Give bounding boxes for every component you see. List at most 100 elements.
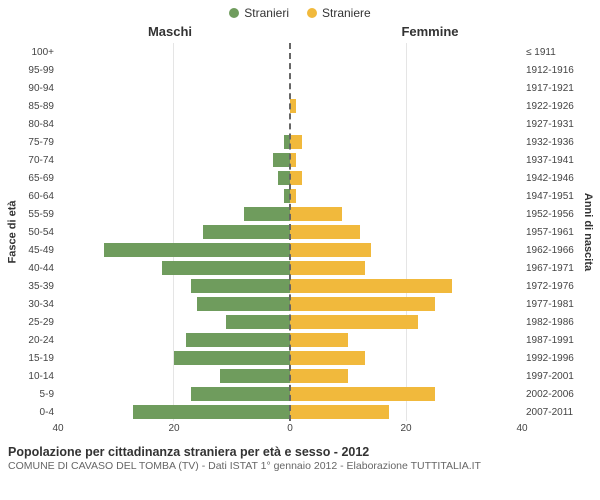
age-label: 40-44 xyxy=(20,259,54,277)
column-headers: Maschi Femmine xyxy=(0,22,600,43)
birth-label: 2007-2011 xyxy=(526,403,580,421)
age-label: 50-54 xyxy=(20,223,54,241)
female-bar xyxy=(290,297,435,311)
y-left-labels: 100+95-9990-9485-8980-8475-7970-7465-696… xyxy=(20,43,58,421)
legend-label-female: Straniere xyxy=(322,6,371,20)
y-right-axis-title: Anni di nascita xyxy=(580,43,596,421)
age-label: 70-74 xyxy=(20,151,54,169)
birth-label: 1962-1966 xyxy=(526,241,580,259)
age-label: 5-9 xyxy=(20,385,54,403)
bar-row xyxy=(290,187,522,205)
male-bar xyxy=(104,243,290,257)
age-label: 45-49 xyxy=(20,241,54,259)
female-side xyxy=(290,43,522,421)
bar-row xyxy=(58,349,290,367)
bar-row xyxy=(290,205,522,223)
legend-female: Straniere xyxy=(307,6,371,20)
legend-male: Stranieri xyxy=(229,6,289,20)
bar-row xyxy=(58,43,290,61)
birth-label: 1957-1961 xyxy=(526,223,580,241)
age-label: 0-4 xyxy=(20,403,54,421)
female-bar xyxy=(290,351,365,365)
bar-row xyxy=(58,313,290,331)
bar-row xyxy=(58,205,290,223)
bar-row xyxy=(290,43,522,61)
age-label: 20-24 xyxy=(20,331,54,349)
birth-label: 1912-1916 xyxy=(526,61,580,79)
female-bar xyxy=(290,225,360,239)
chart-subtitle: COMUNE DI CAVASO DEL TOMBA (TV) - Dati I… xyxy=(8,460,592,472)
age-label: 95-99 xyxy=(20,61,54,79)
bar-row xyxy=(290,241,522,259)
age-label: 15-19 xyxy=(20,349,54,367)
bar-row xyxy=(290,79,522,97)
bar-row xyxy=(290,259,522,277)
female-bar xyxy=(290,369,348,383)
female-bar xyxy=(290,333,348,347)
birth-label: 1982-1986 xyxy=(526,313,580,331)
legend-label-male: Stranieri xyxy=(244,6,289,20)
birth-label: 1967-1971 xyxy=(526,259,580,277)
birth-label: 1942-1946 xyxy=(526,169,580,187)
y-left-axis-title: Fasce di età xyxy=(4,43,20,421)
header-female: Femmine xyxy=(300,24,560,39)
bar-row xyxy=(290,385,522,403)
birth-label: 1972-1976 xyxy=(526,277,580,295)
birth-label: 1952-1956 xyxy=(526,205,580,223)
bar-row xyxy=(58,385,290,403)
bar-row xyxy=(58,241,290,259)
female-bar xyxy=(290,387,435,401)
age-label: 80-84 xyxy=(20,115,54,133)
age-label: 65-69 xyxy=(20,169,54,187)
female-bar xyxy=(290,315,418,329)
female-bar xyxy=(290,243,371,257)
male-bar xyxy=(197,297,290,311)
age-label: 75-79 xyxy=(20,133,54,151)
x-tick: 40 xyxy=(52,423,63,434)
female-bar xyxy=(290,171,302,185)
legend: Stranieri Straniere xyxy=(0,0,600,22)
x-tick: 20 xyxy=(400,423,411,434)
male-bar xyxy=(244,207,290,221)
male-bar xyxy=(162,261,290,275)
footer: Popolazione per cittadinanza straniera p… xyxy=(0,437,600,472)
age-label: 55-59 xyxy=(20,205,54,223)
female-bar xyxy=(290,261,365,275)
birth-label: ≤ 1911 xyxy=(526,43,580,61)
bar-row xyxy=(290,403,522,421)
age-label: 35-39 xyxy=(20,277,54,295)
birth-label: 1922-1926 xyxy=(526,97,580,115)
bar-row xyxy=(58,169,290,187)
age-label: 30-34 xyxy=(20,295,54,313)
header-male: Maschi xyxy=(40,24,300,39)
male-bar xyxy=(203,225,290,239)
age-label: 100+ xyxy=(20,43,54,61)
legend-dot-male xyxy=(229,8,239,18)
female-bar xyxy=(290,135,302,149)
bar-row xyxy=(290,223,522,241)
x-tick: 0 xyxy=(287,423,293,434)
birth-label: 1932-1936 xyxy=(526,133,580,151)
bar-row xyxy=(58,295,290,313)
bar-row xyxy=(290,133,522,151)
bar-row xyxy=(58,187,290,205)
plot-area xyxy=(58,43,522,421)
birth-label: 1927-1931 xyxy=(526,115,580,133)
male-bar xyxy=(191,279,290,293)
x-ticks: 402002040 xyxy=(58,423,522,437)
bar-row xyxy=(58,259,290,277)
birth-label: 1937-1941 xyxy=(526,151,580,169)
bar-row xyxy=(290,61,522,79)
female-bar xyxy=(290,405,389,419)
bar-row xyxy=(58,277,290,295)
male-bar xyxy=(191,387,290,401)
birth-label: 1992-1996 xyxy=(526,349,580,367)
bar-row xyxy=(290,151,522,169)
female-bar xyxy=(290,207,342,221)
bar-row xyxy=(58,151,290,169)
bar-row xyxy=(290,349,522,367)
age-label: 25-29 xyxy=(20,313,54,331)
bar-row xyxy=(290,169,522,187)
male-side xyxy=(58,43,290,421)
x-tick: 40 xyxy=(516,423,527,434)
